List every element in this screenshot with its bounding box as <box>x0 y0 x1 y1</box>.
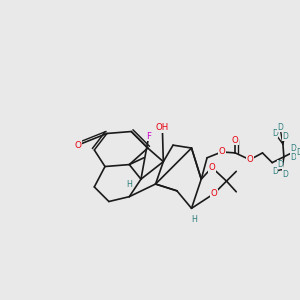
Text: D: D <box>282 132 288 141</box>
Text: D: D <box>291 144 296 153</box>
Text: D: D <box>296 148 300 158</box>
Text: OH: OH <box>156 123 169 132</box>
Text: O: O <box>218 147 225 156</box>
Text: D: D <box>277 160 283 169</box>
Text: D: D <box>282 170 288 179</box>
Text: O: O <box>74 141 81 150</box>
Text: D: D <box>272 129 278 138</box>
Text: H: H <box>191 215 197 224</box>
Text: D: D <box>277 123 283 132</box>
Text: O: O <box>211 189 217 198</box>
Text: F: F <box>146 132 151 141</box>
Text: D: D <box>291 153 296 162</box>
Text: O: O <box>247 155 253 164</box>
Text: O: O <box>232 136 238 145</box>
Text: H: H <box>126 181 132 190</box>
Text: D: D <box>272 167 278 176</box>
Text: O: O <box>208 163 215 172</box>
